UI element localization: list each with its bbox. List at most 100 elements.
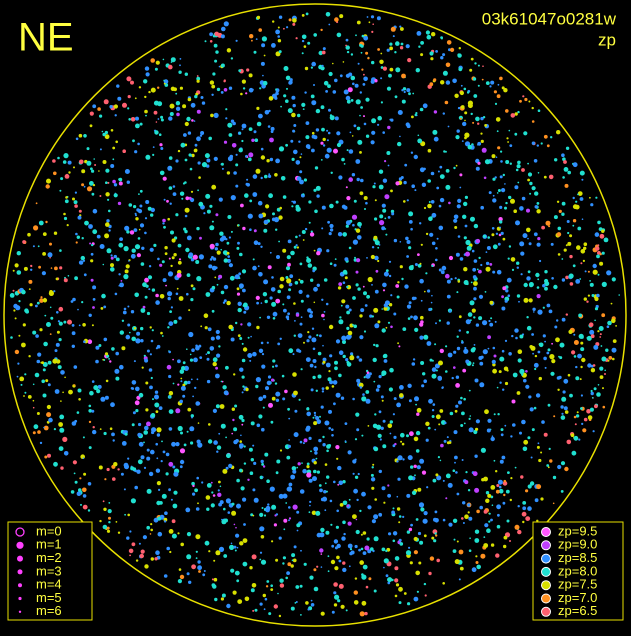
- star: [89, 390, 94, 396]
- star: [223, 284, 229, 290]
- star: [495, 117, 501, 122]
- star: [231, 407, 235, 411]
- star: [601, 356, 607, 362]
- star: [600, 345, 603, 347]
- star: [212, 494, 216, 497]
- star: [338, 350, 344, 356]
- star: [527, 436, 531, 440]
- star: [18, 334, 21, 337]
- star: [306, 339, 310, 343]
- star: [568, 329, 573, 334]
- star: [461, 411, 465, 416]
- star: [503, 535, 508, 540]
- star: [560, 415, 566, 420]
- star: [285, 315, 290, 319]
- star: [525, 384, 530, 389]
- star: [52, 358, 58, 364]
- star: [283, 308, 287, 313]
- star: [150, 339, 154, 343]
- star: [259, 87, 262, 90]
- star: [178, 568, 182, 571]
- star: [122, 102, 127, 108]
- star: [330, 523, 333, 526]
- star: [395, 181, 400, 186]
- star: [46, 322, 51, 327]
- star: [385, 574, 389, 578]
- star: [45, 220, 48, 224]
- star: [273, 217, 280, 223]
- star: [405, 122, 410, 127]
- star: [440, 37, 443, 40]
- star: [24, 373, 27, 376]
- star: [410, 315, 413, 319]
- star: [258, 213, 264, 219]
- star: [568, 273, 574, 279]
- star: [179, 574, 185, 580]
- star: [400, 42, 404, 46]
- star: [58, 321, 63, 326]
- star: [536, 144, 539, 147]
- star: [371, 30, 374, 33]
- star: [422, 518, 428, 524]
- star: [168, 461, 174, 467]
- star: [278, 146, 285, 152]
- star: [390, 26, 396, 32]
- star: [490, 485, 496, 490]
- star: [572, 264, 576, 268]
- star: [279, 284, 284, 289]
- star: [91, 169, 95, 173]
- star: [182, 383, 186, 387]
- star: [346, 285, 349, 289]
- star: [589, 196, 591, 199]
- star: [235, 163, 239, 167]
- star: [470, 216, 475, 222]
- star: [598, 326, 604, 331]
- star: [307, 263, 313, 268]
- star: [204, 40, 207, 43]
- star: [35, 334, 39, 338]
- star: [113, 193, 118, 198]
- star: [478, 294, 484, 299]
- star: [354, 544, 358, 549]
- star: [279, 276, 285, 282]
- star: [526, 208, 530, 213]
- star: [249, 471, 254, 476]
- star: [531, 428, 535, 432]
- star: [597, 244, 600, 247]
- star: [470, 281, 473, 284]
- star: [139, 189, 143, 193]
- star: [170, 166, 172, 168]
- star: [268, 612, 272, 616]
- star: [482, 234, 487, 238]
- star: [471, 249, 475, 253]
- star: [150, 376, 153, 380]
- star: [295, 244, 298, 247]
- star: [299, 322, 303, 326]
- star: [195, 260, 200, 264]
- star: [262, 394, 267, 399]
- star: [315, 108, 321, 114]
- star: [155, 300, 160, 305]
- star: [83, 340, 86, 344]
- star: [244, 193, 249, 198]
- star: [162, 450, 166, 454]
- star: [522, 446, 528, 452]
- star: [110, 402, 115, 408]
- star: [169, 310, 173, 313]
- star: [144, 358, 149, 363]
- star: [569, 393, 573, 398]
- star: [511, 334, 514, 338]
- star: [293, 545, 297, 549]
- star: [531, 333, 534, 336]
- star: [167, 271, 174, 277]
- star: [372, 463, 375, 466]
- star: [230, 568, 235, 573]
- star: [220, 423, 226, 429]
- star: [293, 432, 299, 438]
- star: [382, 66, 387, 71]
- star: [520, 273, 523, 276]
- star: [360, 178, 364, 183]
- star: [126, 536, 130, 540]
- star: [459, 186, 462, 189]
- star: [359, 611, 365, 617]
